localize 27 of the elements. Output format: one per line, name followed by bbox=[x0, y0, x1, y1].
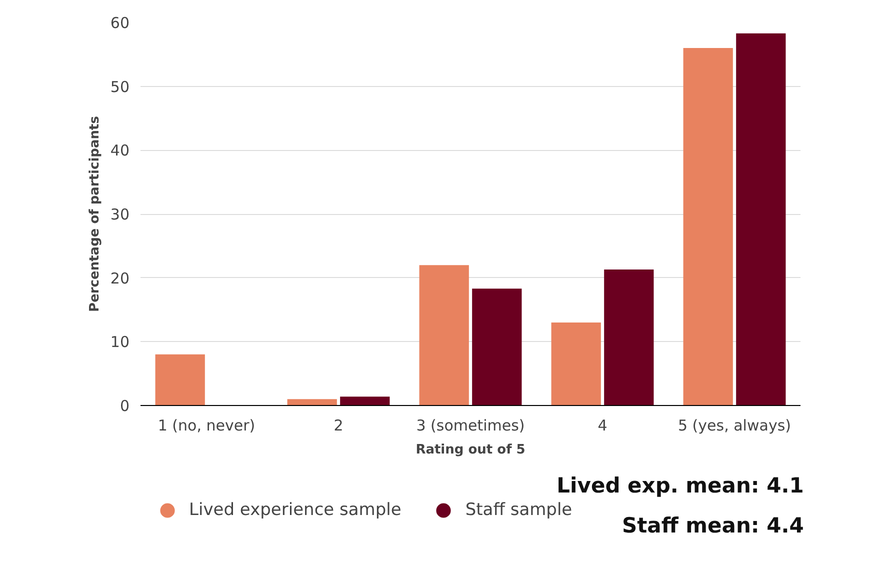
bar bbox=[340, 396, 390, 406]
y-tick-label: 40 bbox=[110, 142, 130, 160]
y-tick-label: 60 bbox=[110, 14, 130, 32]
y-tick-label: 0 bbox=[120, 397, 130, 415]
y-axis-title: Percentage of participants bbox=[87, 116, 102, 312]
bar bbox=[604, 270, 654, 406]
y-tick-label: 50 bbox=[110, 78, 130, 96]
y-tick-label: 20 bbox=[110, 269, 130, 288]
bar bbox=[472, 288, 522, 406]
x-tick-label: 4 bbox=[598, 416, 608, 434]
bar bbox=[155, 354, 205, 406]
text: Lived exp. mean: 4.1 bbox=[556, 474, 804, 498]
x-axis-title: Rating out of 5 bbox=[416, 442, 526, 458]
x-tick-label: 5 (yes, always) bbox=[678, 416, 791, 434]
text: Staff mean: 4.4 bbox=[622, 514, 804, 538]
bar bbox=[287, 399, 337, 406]
legend-label: Lived experience sample bbox=[189, 500, 402, 520]
bar bbox=[551, 322, 601, 406]
legend-label: Staff sample bbox=[465, 500, 572, 520]
x-tick-label: 2 bbox=[334, 416, 344, 434]
x-tick-label: 1 (no, never) bbox=[158, 416, 256, 434]
bar bbox=[419, 265, 469, 406]
bar bbox=[683, 48, 733, 406]
y-tick-label: 10 bbox=[110, 333, 130, 352]
x-tick-label: 3 (sometimes) bbox=[416, 416, 525, 434]
y-tick-label: 30 bbox=[110, 206, 130, 224]
bar bbox=[736, 33, 786, 406]
